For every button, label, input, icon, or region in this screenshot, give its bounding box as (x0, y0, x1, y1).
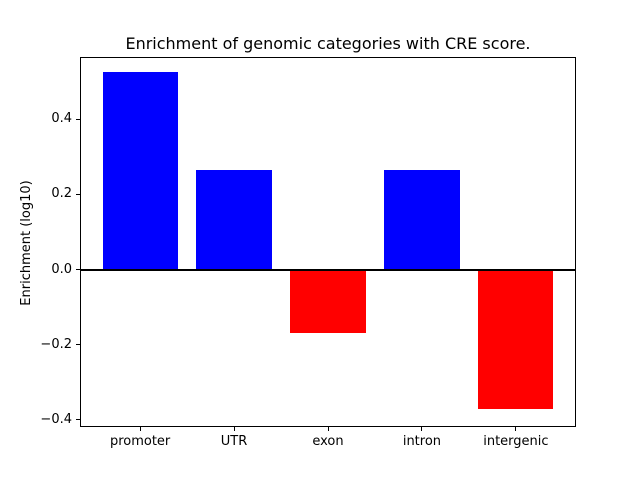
x-tick-mark (233, 427, 235, 431)
y-tick-mark (76, 118, 80, 120)
x-tick-mark (139, 427, 141, 431)
chart-title: Enrichment of genomic categories with CR… (125, 34, 531, 53)
y-tick-mark (76, 419, 80, 421)
x-tick-label-exon: exon (312, 434, 344, 449)
bar-intergenic (478, 269, 554, 409)
bar-promoter (102, 72, 178, 270)
y-tick-mark (76, 344, 80, 346)
bar-UTR (196, 170, 272, 270)
y-tick-label: 0.4 (51, 111, 72, 127)
x-tick-label-intergenic: intergenic (483, 434, 549, 449)
x-tick-mark (421, 427, 423, 431)
y-tick-label: −0.2 (40, 336, 72, 352)
zero-line (80, 268, 576, 271)
bar-exon (290, 269, 366, 334)
x-tick-label-intron: intron (402, 434, 442, 449)
y-tick-mark (76, 269, 80, 271)
y-tick-label: −0.4 (40, 411, 72, 427)
bar-intron (384, 169, 460, 270)
y-tick-mark (76, 193, 80, 195)
plot-area (80, 57, 576, 427)
x-tick-label-UTR: UTR (220, 434, 248, 449)
x-tick-label-promoter: promoter (109, 434, 171, 449)
y-axis-label: Enrichment (log10) (19, 180, 34, 306)
x-tick-mark (515, 427, 517, 431)
y-tick-label: 0.2 (51, 186, 72, 202)
y-tick-label: 0.0 (51, 261, 72, 277)
x-tick-mark (327, 427, 329, 431)
